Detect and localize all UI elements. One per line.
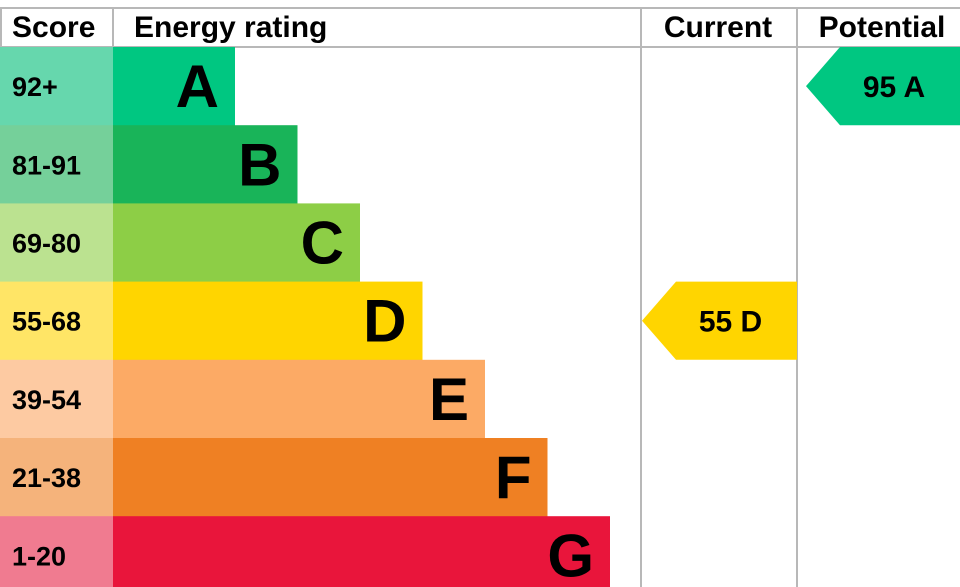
rating-letter-label: G xyxy=(547,522,594,587)
current-rating-arrow-label: 55 D xyxy=(699,306,762,339)
score-cell-a xyxy=(0,47,113,126)
rating-bar-e xyxy=(113,359,485,439)
score-range-label: 92+ xyxy=(12,72,58,102)
band-b: 81-91 B xyxy=(0,125,298,204)
score-cell-b xyxy=(0,125,113,204)
band-g: 1-20 G xyxy=(0,516,610,587)
rating-letter-label: D xyxy=(363,288,406,355)
rating-arrows: 55 D 95 A xyxy=(642,47,960,360)
score-cell-e xyxy=(0,359,113,439)
score-range-label: 21-38 xyxy=(12,463,81,493)
potential-rating-arrow-shape xyxy=(806,47,960,126)
rating-letter-label: A xyxy=(176,53,219,120)
rating-bar-a xyxy=(113,47,235,126)
band-d: 55-68 D xyxy=(0,281,423,361)
rating-bar-b xyxy=(113,125,298,204)
potential-rating-arrow-label: 95 A xyxy=(863,71,925,104)
score-cell-g xyxy=(0,516,113,587)
score-column-header: Score xyxy=(12,11,95,44)
score-range-label: 1-20 xyxy=(12,541,66,571)
rating-bar-c xyxy=(113,203,360,283)
band-a: 92+ A xyxy=(0,47,235,126)
band-c: 69-80 C xyxy=(0,203,360,283)
rating-letter-label: C xyxy=(301,210,344,277)
current-rating-arrow: 55 D xyxy=(642,281,797,360)
potential-rating-arrow: 95 A xyxy=(806,47,960,126)
score-range-label: 69-80 xyxy=(12,229,81,259)
rating-bar-d xyxy=(113,281,423,361)
current-column-header: Current xyxy=(664,11,772,44)
score-cell-d xyxy=(0,281,113,361)
score-cell-f xyxy=(0,438,113,517)
current-rating-arrow-shape xyxy=(642,281,797,360)
energy-rating-column-header: Energy rating xyxy=(134,11,327,44)
rating-bar-f xyxy=(113,438,548,517)
band-f: 21-38 F xyxy=(0,438,548,517)
rating-letter-label: B xyxy=(238,131,281,198)
rating-letter-label: E xyxy=(429,366,469,433)
score-cell-c xyxy=(0,203,113,283)
score-range-label: 81-91 xyxy=(12,150,81,180)
score-range-label: 55-68 xyxy=(12,307,81,337)
rating-letter-label: F xyxy=(495,444,532,511)
rating-bands: 92+ A 81-91 B 69-80 C 55-68 D 39-54 E 21-38 F 1-20 G xyxy=(0,47,610,587)
rating-bar-g xyxy=(113,516,610,587)
score-range-label: 39-54 xyxy=(12,385,81,415)
potential-column-header: Potential xyxy=(819,11,946,44)
band-e: 39-54 E xyxy=(0,359,485,439)
